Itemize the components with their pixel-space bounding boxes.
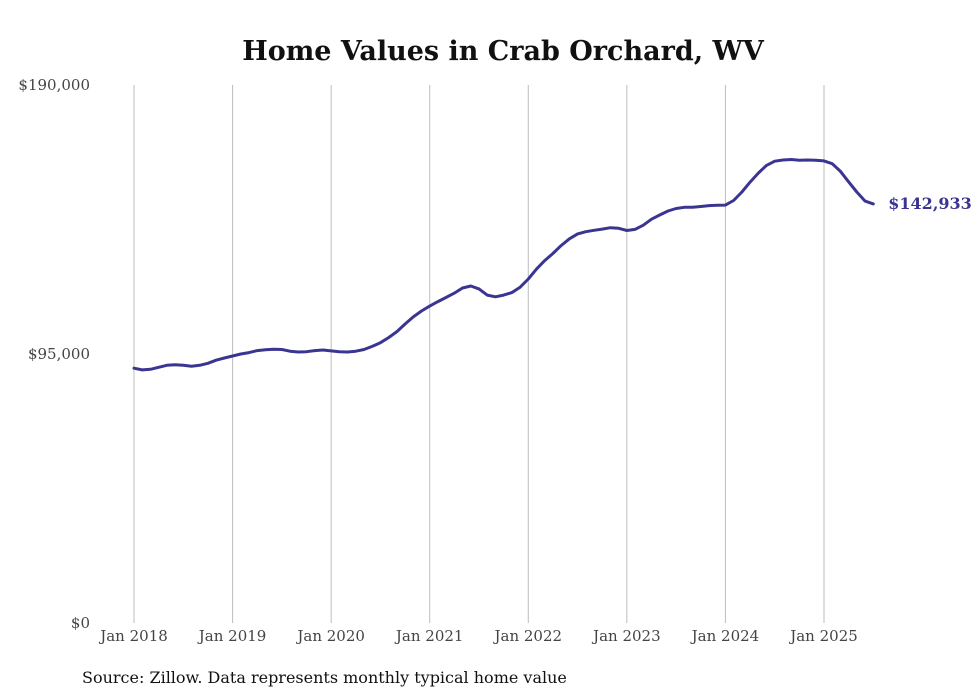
x-tick-label: Jan 2021 [394,627,464,645]
series-line [132,158,875,372]
x-axis-ticks: Jan 2018 Jan 2019 Jan 2020 Jan 2021 Jan 2022… [98,627,858,645]
x-tick-label: Jan 2024 [690,627,760,645]
y-axis-ticks: $0 $95,000 $190,000 [18,76,90,632]
end-value-label: $142,933 [888,194,972,213]
vertical-gridlines [133,85,825,623]
chart-title: Home Values in Crab Orchard, WV [242,36,765,67]
series-layer: $142,933 [132,158,972,372]
x-tick-label: Jan 2025 [788,627,858,645]
x-tick-label: Jan 2019 [197,627,267,645]
y-tick-label: $0 [71,614,90,632]
y-tick-label: $95,000 [28,345,90,363]
y-tick-label: $190,000 [18,76,90,94]
source-note: Source: Zillow. Data represents monthly … [82,668,567,687]
x-tick-label: Jan 2020 [295,627,365,645]
x-tick-label: Jan 2018 [98,627,168,645]
x-tick-label: Jan 2022 [493,627,563,645]
x-tick-label: Jan 2023 [591,627,661,645]
